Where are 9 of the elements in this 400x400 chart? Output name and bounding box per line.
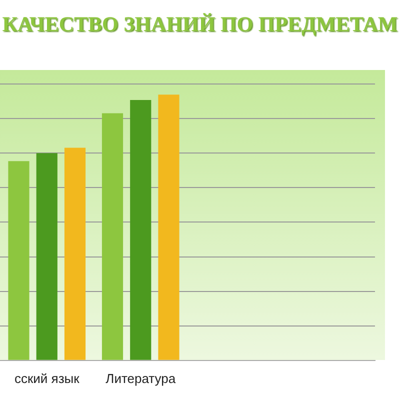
bar <box>8 161 30 360</box>
bar <box>158 94 180 360</box>
bar <box>102 113 124 360</box>
chart-title: КАЧЕСТВО ЗНАНИЙ ПО ПРЕДМЕТАМ <box>1 12 399 37</box>
bar <box>36 153 58 360</box>
x-tick-label: сский язык <box>14 370 80 386</box>
bar <box>64 148 86 360</box>
bar <box>130 100 152 360</box>
x-tick-label: Литература <box>106 370 176 386</box>
